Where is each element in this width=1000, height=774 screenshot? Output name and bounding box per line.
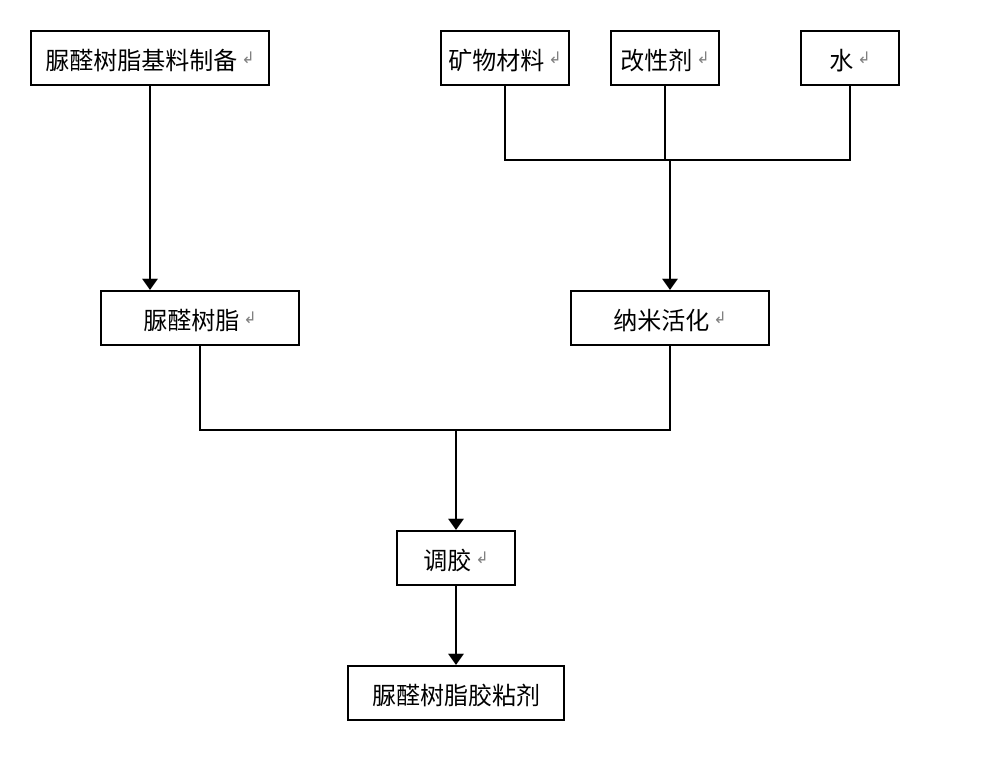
return-icon: ↲ <box>857 48 870 68</box>
node-adhesive-output: 脲醛树脂胶粘剂 <box>347 665 565 721</box>
node-modifier: 改性剂 ↲ <box>610 30 720 86</box>
node-label: 改性剂 <box>620 41 692 76</box>
node-label: 纳米活化 <box>613 301 709 336</box>
connector-layer <box>0 0 1000 774</box>
node-mix-glue: 调胶 ↲ <box>396 530 516 586</box>
return-icon: ↲ <box>241 48 254 68</box>
return-icon: ↲ <box>713 308 726 328</box>
return-icon: ↲ <box>243 308 256 328</box>
node-label: 脲醛树脂基料制备 <box>45 41 237 76</box>
node-resin-base-prep: 脲醛树脂基料制备 ↲ <box>30 30 270 86</box>
return-icon: ↲ <box>475 548 488 568</box>
return-icon: ↲ <box>696 48 709 68</box>
node-label: 脲醛树脂胶粘剂 <box>372 676 540 711</box>
node-water: 水 ↲ <box>800 30 900 86</box>
node-resin: 脲醛树脂 ↲ <box>100 290 300 346</box>
node-label: 脲醛树脂 <box>143 301 239 336</box>
node-label: 调胶 <box>423 541 471 576</box>
node-nano-activation: 纳米活化 ↲ <box>570 290 770 346</box>
return-icon: ↲ <box>548 48 561 68</box>
node-label: 矿物材料 <box>448 41 544 76</box>
node-mineral-material: 矿物材料 ↲ <box>440 30 570 86</box>
node-label: 水 <box>829 41 853 76</box>
